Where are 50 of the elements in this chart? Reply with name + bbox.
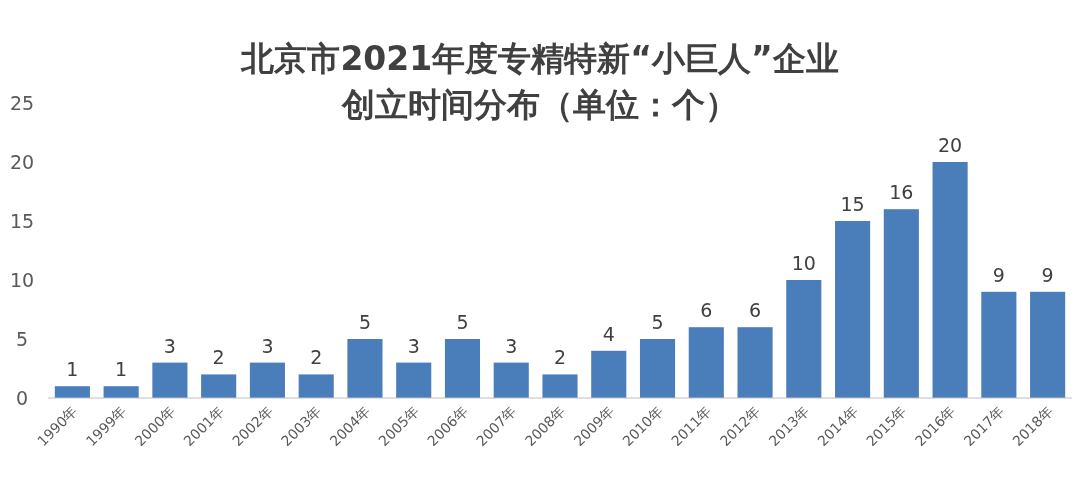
bar [54,386,90,398]
data-label: 2 [310,346,323,369]
data-label: 6 [700,299,713,322]
chart-title: 北京市2021年度专精特新“小巨人”企业 [240,39,839,78]
data-label: 3 [505,334,518,357]
y-tick-label: 0 [15,387,29,409]
bar [737,327,773,398]
bar [835,221,871,398]
y-tick-label: 5 [15,328,29,350]
data-label: 1 [66,358,79,381]
bar [639,339,676,398]
bar [883,209,919,398]
bar [688,327,724,398]
bar [396,362,432,398]
data-label: 1 [115,358,128,381]
bar [932,162,968,398]
y-tick-label: 15 [9,210,35,232]
bar [152,362,188,398]
data-label: 5 [358,311,371,333]
data-label: 2 [553,346,567,369]
data-label: 5 [456,311,469,333]
data-label: 9 [1041,263,1054,286]
data-label: 3 [407,334,420,357]
bar [493,362,529,398]
y-tick-label: 20 [9,151,35,173]
bar [347,339,383,398]
data-label: 3 [261,334,274,357]
data-label: 5 [651,311,664,333]
bar [786,280,822,398]
bar [103,386,139,398]
data-label: 15 [840,193,865,215]
data-label: 3 [163,334,176,357]
data-label: 4 [602,322,615,345]
bar [981,291,1017,398]
data-label: 10 [791,252,816,274]
y-tick-label: 25 [9,92,35,114]
bar [249,362,285,398]
bar [1030,291,1066,398]
data-label: 16 [889,181,914,204]
bar [542,374,578,398]
data-label: 6 [749,299,762,322]
bar [591,350,627,398]
chart-subtitle: 创立时间分布（单位：个） [341,85,738,124]
y-tick-label: 10 [9,269,35,291]
bar [201,374,237,398]
data-label: 2 [212,346,225,369]
data-label: 20 [938,134,963,156]
bar [298,374,334,398]
bar [444,339,481,398]
data-label: 9 [992,263,1005,286]
